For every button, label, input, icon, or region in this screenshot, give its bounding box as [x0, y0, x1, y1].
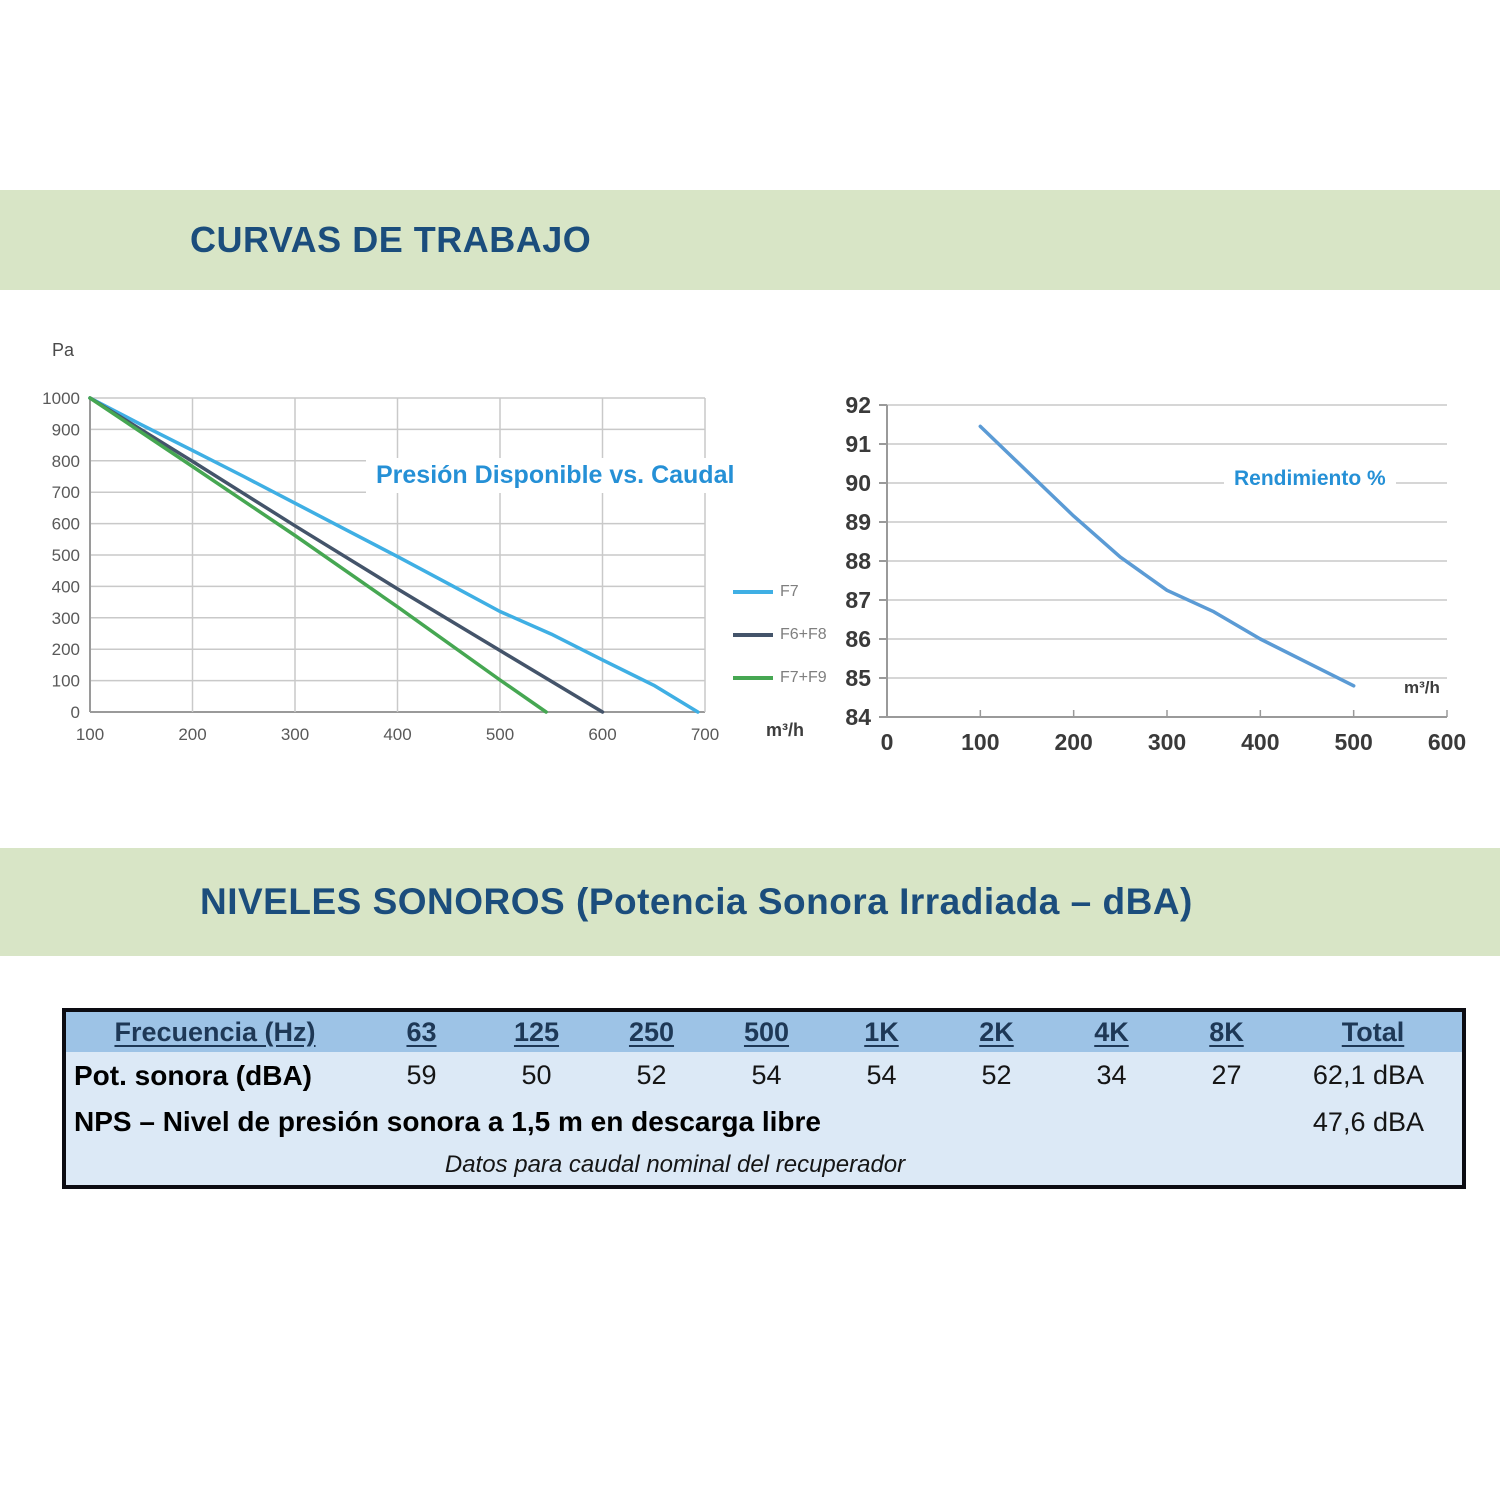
axis-tick-label: 600 [588, 725, 616, 744]
axis-tick-label: 87 [845, 587, 871, 613]
curve-F7+F9 [88, 396, 548, 714]
legend-label-f7f9: F7+F9 [780, 668, 827, 686]
axis-tick-label: 92 [845, 392, 871, 418]
axis-tick-label: 900 [52, 420, 80, 439]
axis-tick-label: 0 [881, 729, 894, 755]
table-header-row: Frecuencia (Hz) 63 125 250 500 1K 2K 4K … [64, 1010, 1464, 1052]
axis-tick-label: 200 [1054, 729, 1092, 755]
header-total: Total [1284, 1010, 1464, 1052]
axis-tick-label: 400 [383, 725, 411, 744]
axis-tick-label: 84 [845, 704, 871, 730]
axis-tick-label: 91 [845, 431, 871, 457]
sound-power-1k: 54 [866, 1060, 897, 1090]
section-title-niveles: NIVELES SONOROS (Potencia Sonora Irradia… [200, 881, 1193, 922]
section-banner-niveles: NIVELES SONOROS (Potencia Sonora Irradia… [0, 848, 1500, 956]
header-63: 63 [364, 1010, 479, 1052]
section-banner-curvas: CURVAS DE TRABAJO [0, 190, 1500, 290]
curve-F7 [88, 396, 700, 714]
axis-tick-label: 700 [52, 483, 80, 502]
flow-axis-unit-label-right: m³/h [1404, 678, 1440, 697]
axis-tick-label: 800 [52, 452, 80, 471]
header-4k: 4K [1054, 1010, 1169, 1052]
header-2k: 2K [939, 1010, 1054, 1052]
legend-label-f6f8: F6+F8 [780, 625, 827, 643]
axis-tick-label: 300 [52, 609, 80, 628]
sound-levels-table: Frecuencia (Hz) 63 125 250 500 1K 2K 4K … [62, 1008, 1466, 1189]
nps-label: NPS – Nivel de presión sonora a 1,5 m en… [74, 1106, 821, 1137]
axis-tick-label: 100 [52, 672, 80, 691]
sound-power-row: Pot. sonora (dBA) 59 50 52 54 54 52 34 2… [64, 1052, 1464, 1099]
axis-tick-label: 1000 [42, 389, 80, 408]
table-footnote: Datos para caudal nominal del recuperado… [444, 1151, 906, 1178]
axis-tick-label: 100 [961, 729, 999, 755]
axis-tick-label: 200 [178, 725, 206, 744]
axis-tick-label: 700 [691, 725, 719, 744]
legend-label-f7: F7 [780, 582, 799, 600]
axis-tick-label: 85 [845, 665, 871, 691]
nps-row: NPS – Nivel de presión sonora a 1,5 m en… [64, 1099, 1464, 1145]
axis-tick-label: 90 [845, 470, 871, 496]
axis-tick-label: 300 [1148, 729, 1186, 755]
footnote-empty-cell [1284, 1145, 1464, 1187]
header-8k: 8K [1169, 1010, 1284, 1052]
axis-tick-label: 400 [1241, 729, 1279, 755]
legend-item-f6f8: F6+F8 [733, 613, 827, 656]
axis-tick-label: 200 [52, 640, 80, 659]
axis-tick-label: 88 [845, 548, 871, 574]
axis-tick-label: 0 [71, 703, 80, 722]
curve-F6+F8 [88, 396, 605, 714]
header-1k: 1K [824, 1010, 939, 1052]
axis-tick-label: 300 [281, 725, 309, 744]
sound-power-125: 50 [521, 1060, 552, 1090]
sound-power-2k: 52 [981, 1060, 1012, 1090]
header-250: 250 [594, 1010, 709, 1052]
nps-total: 47,6 dBA [1312, 1106, 1424, 1137]
axis-tick-label: 600 [1428, 729, 1466, 755]
axis-tick-label: 500 [486, 725, 514, 744]
pressure-chart-legend: F7 F6+F8 F7+F9 [733, 570, 827, 699]
sound-power-label: Pot. sonora (dBA) [74, 1059, 312, 1091]
legend-item-f7f9: F7+F9 [733, 656, 827, 699]
axis-tick-label: 600 [52, 515, 80, 534]
axis-tick-label: 86 [845, 626, 871, 652]
axis-tick-label: 500 [1334, 729, 1372, 755]
axis-tick-label: 89 [845, 509, 871, 535]
section-title-curvas: CURVAS DE TRABAJO [190, 219, 592, 260]
efficiency-chart-title: Rendimiento % [1224, 464, 1396, 494]
footnote-row: Datos para caudal nominal del recuperado… [64, 1145, 1464, 1187]
legend-line-f6f8 [733, 632, 773, 637]
sound-power-4k: 34 [1096, 1060, 1127, 1090]
sound-power-8k: 27 [1211, 1060, 1242, 1090]
axis-tick-label: 400 [52, 577, 80, 596]
curve-rendimiento [978, 424, 1356, 688]
pressure-axis-unit-label: Pa [52, 340, 75, 360]
sound-power-500: 54 [751, 1060, 782, 1090]
header-125: 125 [479, 1010, 594, 1052]
sound-power-250: 52 [636, 1060, 667, 1090]
sound-power-63: 59 [406, 1060, 437, 1090]
header-500: 500 [709, 1010, 824, 1052]
pressure-chart-title: Presión Disponible vs. Caudal [366, 458, 745, 493]
sound-power-total: 62,1 dBA [1312, 1060, 1424, 1090]
axis-tick-label: 100 [76, 725, 104, 744]
legend-line-f7f9 [733, 675, 773, 680]
flow-axis-unit-label-left: m³/h [766, 720, 804, 740]
axis-tick-label: 500 [52, 546, 80, 565]
legend-line-f7 [733, 589, 773, 594]
legend-item-f7: F7 [733, 570, 827, 613]
header-frequency: Frecuencia (Hz) [64, 1010, 364, 1052]
